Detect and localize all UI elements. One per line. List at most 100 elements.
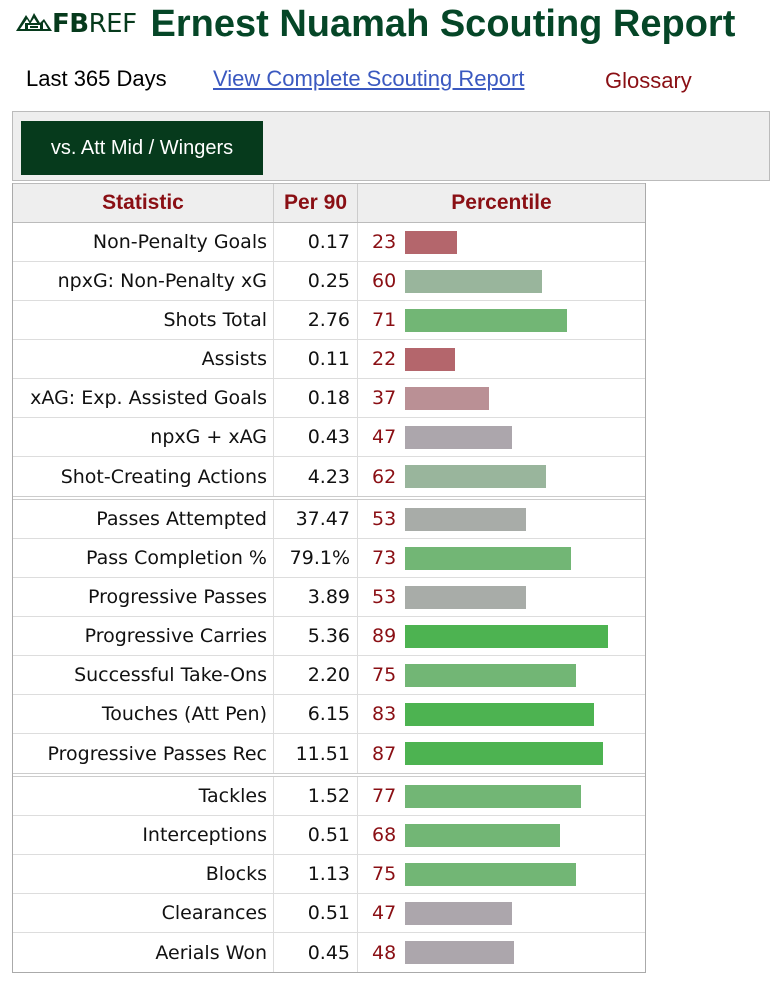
glossary-link[interactable]: Glossary: [605, 68, 692, 93]
percentile-label: 48: [372, 941, 397, 964]
percentile-bar: [405, 862, 576, 886]
percentile-bar: [405, 784, 581, 808]
table-row: npxG + xAG 0.43 47: [13, 418, 645, 457]
percentile-label: 71: [372, 309, 397, 331]
percentile-label: 47: [372, 902, 397, 924]
percentile-cell: 77: [358, 777, 645, 815]
table-row: Clearances 0.51 47: [13, 894, 645, 933]
stat-name: Blocks: [13, 855, 274, 893]
stat-name: Passes Attempted: [13, 500, 274, 538]
percentile-label: 73: [372, 547, 397, 569]
table-row: Progressive Carries 5.36 89: [13, 617, 645, 656]
table-row: Successful Take-Ons 2.20 75: [13, 656, 645, 695]
report-filter-row: Last 365 Days View Complete Scouting Rep…: [0, 60, 783, 100]
percentile-bar: [405, 901, 512, 925]
percentile-label: 83: [372, 703, 397, 725]
percentile-cell: 60: [358, 262, 645, 300]
per90-value: 4.23: [274, 457, 358, 496]
stat-name: Progressive Passes Rec: [13, 734, 274, 773]
stat-name: Non-Penalty Goals: [13, 223, 274, 261]
per90-value: 6.15: [274, 695, 358, 733]
per90-value: 0.18: [274, 379, 358, 417]
percentile-label: 75: [372, 863, 397, 885]
scouting-table: Statistic Per 90 Percentile Non-Penalty …: [12, 183, 646, 973]
table-row: Touches (Att Pen) 6.15 83: [13, 695, 645, 734]
percentile-bar: [405, 347, 455, 371]
table-row: Shot-Creating Actions 4.23 62: [13, 457, 645, 500]
percentile-cell: 71: [358, 301, 645, 339]
percentile-bar: [405, 465, 546, 488]
table-row: Non-Penalty Goals 0.17 23: [13, 223, 645, 262]
per90-value: 37.47: [274, 500, 358, 538]
table-row: Aerials Won 0.45 48: [13, 933, 645, 972]
per90-value: 3.89: [274, 578, 358, 616]
percentile-cell: 83: [358, 695, 645, 733]
tab-att-mid-wingers[interactable]: vs. Att Mid / Wingers: [21, 121, 263, 175]
percentile-label: 68: [372, 824, 397, 846]
period-label: Last 365 Days: [26, 66, 167, 91]
table-row: xAG: Exp. Assisted Goals 0.18 37: [13, 379, 645, 418]
per90-value: 1.52: [274, 777, 358, 815]
per90-value: 11.51: [274, 734, 358, 773]
logo-wordmark: FBREF: [52, 9, 137, 39]
table-row: Passes Attempted 37.47 53: [13, 500, 645, 539]
per90-value: 0.43: [274, 418, 358, 456]
percentile-label: 37: [372, 387, 397, 409]
stat-name: Progressive Passes: [13, 578, 274, 616]
percentile-bar: [405, 585, 526, 609]
table-row: Blocks 1.13 75: [13, 855, 645, 894]
percentile-bar: [405, 230, 457, 254]
table-row: npxG: Non-Penalty xG 0.25 60: [13, 262, 645, 301]
percentile-bar: [405, 742, 603, 765]
percentile-label: 22: [372, 348, 397, 370]
page-title: Ernest Nuamah Scouting Report: [150, 2, 736, 45]
percentile-cell: 75: [358, 656, 645, 694]
percentile-label: 47: [372, 426, 397, 448]
percentile-label: 87: [372, 742, 397, 765]
fbref-logo[interactable]: FBREF: [14, 4, 137, 44]
stat-name: xAG: Exp. Assisted Goals: [13, 379, 274, 417]
percentile-bar: [405, 308, 567, 332]
per90-value: 0.51: [274, 894, 358, 932]
percentile-cell: 48: [358, 933, 645, 972]
percentile-bar: [405, 425, 512, 449]
percentile-label: 60: [372, 270, 397, 292]
percentile-cell: 53: [358, 578, 645, 616]
stat-name: Assists: [13, 340, 274, 378]
percentile-cell: 68: [358, 816, 645, 854]
percentile-label: 23: [372, 231, 397, 253]
header-statistic[interactable]: Statistic: [13, 184, 274, 222]
percentile-bar: [405, 546, 571, 570]
per90-value: 0.51: [274, 816, 358, 854]
stat-name: npxG: Non-Penalty xG: [13, 262, 274, 300]
per90-value: 2.76: [274, 301, 358, 339]
table-header-row: Statistic Per 90 Percentile: [13, 183, 645, 223]
stat-name: Interceptions: [13, 816, 274, 854]
stat-name: Aerials Won: [13, 933, 274, 972]
stat-name: Pass Completion %: [13, 539, 274, 577]
header-percentile[interactable]: Percentile: [451, 191, 552, 214]
pitch-logo-icon: [16, 13, 52, 31]
percentile-cell: 75: [358, 855, 645, 893]
percentile-bar: [405, 941, 514, 964]
per90-value: 79.1%: [274, 539, 358, 577]
header-per90[interactable]: Per 90: [274, 184, 358, 222]
table-row: Progressive Passes Rec 11.51 87: [13, 734, 645, 777]
percentile-label: 62: [372, 465, 397, 488]
percentile-bar: [405, 386, 489, 410]
percentile-bar: [405, 624, 608, 648]
complete-report-link[interactable]: View Complete Scouting Report: [213, 66, 525, 91]
stat-name: npxG + xAG: [13, 418, 274, 456]
per90-value: 0.11: [274, 340, 358, 378]
per90-value: 1.13: [274, 855, 358, 893]
per90-value: 5.36: [274, 617, 358, 655]
percentile-label: 53: [372, 586, 397, 608]
page-header: FBREF Ernest Nuamah Scouting Report: [14, 0, 735, 48]
table-body: Non-Penalty Goals 0.17 23 npxG: Non-Penalty…: [13, 223, 645, 972]
percentile-bar: [405, 269, 542, 293]
stat-name: Clearances: [13, 894, 274, 932]
stat-name: Shot-Creating Actions: [13, 457, 274, 496]
table-row: Tackles 1.52 77: [13, 777, 645, 816]
percentile-bar: [405, 507, 526, 531]
position-filter-bar: vs. Att Mid / Wingers: [12, 111, 770, 181]
